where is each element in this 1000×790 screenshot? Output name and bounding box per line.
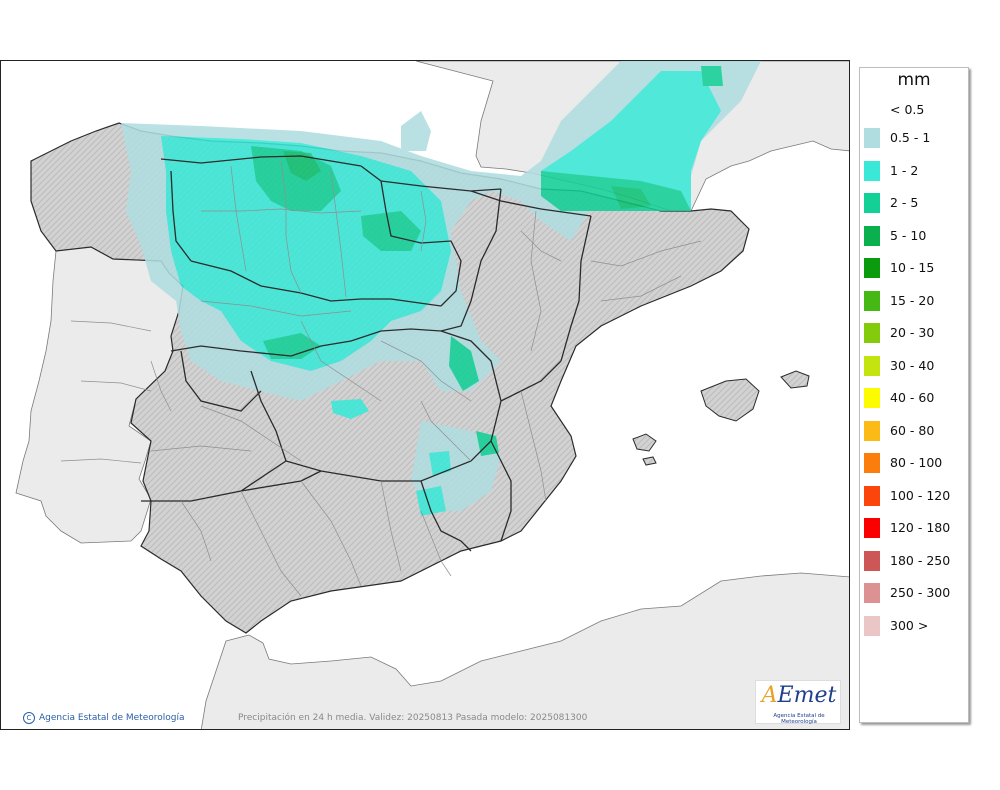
precip-area-1-2-c [331, 399, 369, 419]
aemet-logo-emet: Emet [777, 683, 837, 708]
legend-item: 300 > [864, 615, 968, 636]
legend-label: 120 - 180 [890, 520, 951, 535]
legend-swatch [864, 290, 880, 311]
legend-label: 20 - 30 [890, 325, 935, 340]
precip-area-5-10 [283, 151, 321, 181]
legend-item: 1 - 2 [864, 160, 968, 181]
aemet-logo-a: A [761, 683, 778, 708]
legend-label: 300 > [890, 617, 929, 633]
legend-item: 40 - 60 [864, 388, 968, 408]
legend-swatch [864, 420, 880, 441]
precip-area-2-5-b [361, 211, 421, 251]
legend-item: 250 - 300 [864, 583, 968, 603]
legend-label: 40 - 60 [890, 390, 935, 405]
copyright-icon: C [23, 712, 35, 724]
legend-swatch [864, 388, 880, 408]
legend-item: 15 - 20 [864, 290, 968, 311]
precipitation-overlay [121, 61, 761, 516]
legend-swatch [864, 615, 880, 636]
precipitation-legend: mm < 0.5 0.5 - 1 1 - 2 2 - 5 5 - 10 10 - 15 1… [859, 67, 969, 723]
legend-item: 2 - 5 [864, 193, 968, 213]
legend-swatch [864, 193, 880, 213]
precip-area-2-5-c [541, 171, 691, 211]
legend-item: 5 - 10 [864, 225, 968, 246]
formentera-island [642, 456, 657, 466]
precip-area-2-5 [251, 146, 341, 211]
legend-swatch [864, 225, 880, 246]
aemet-logo: AEmet Agencia Estatal de Meteorología [755, 680, 842, 725]
precip-area-2-5-e [263, 333, 321, 359]
legend-label: 15 - 20 [890, 292, 935, 308]
legend-item: 10 - 15 [864, 258, 968, 278]
precip-area-2-5-d [701, 66, 723, 86]
precip-area-1-2 [161, 136, 451, 371]
agency-credit: C Agencia Estatal de Meteorología [23, 712, 185, 724]
agency-credit-text: Agencia Estatal de Meteorología [39, 713, 185, 723]
legend-unit: mm [897, 70, 931, 90]
precip-area-1-2-e [416, 486, 446, 516]
legend-item: 30 - 40 [864, 355, 968, 376]
africa-land [200, 572, 849, 729]
precip-area-light-2 [401, 111, 431, 151]
legend-swatch [864, 323, 880, 343]
legend-label: 0.5 - 1 [890, 130, 931, 145]
legend-label: 80 - 100 [890, 455, 943, 470]
legend-item: 180 - 250 [864, 550, 968, 571]
map-caption: Precipitación en 24 h media. Validez: 20… [238, 713, 588, 723]
legend-item: 100 - 120 [864, 485, 968, 506]
mallorca-island [700, 378, 760, 422]
legend-swatch [864, 355, 880, 376]
legend-swatch [864, 128, 880, 148]
menorca-island [780, 370, 810, 389]
legend-label: 60 - 80 [890, 422, 935, 438]
legend-lowest-label: < 0.5 [890, 102, 925, 117]
precip-area-2-5-f [449, 336, 479, 391]
legend-swatch [864, 518, 880, 538]
legend-label: 30 - 40 [890, 357, 935, 373]
legend-swatch [864, 258, 880, 278]
legend-label: 5 - 10 [890, 227, 927, 243]
precipitation-map[interactable] [1, 61, 850, 730]
map-panel: C Agencia Estatal de Meteorología Precip… [0, 60, 850, 730]
legend-item: 20 - 30 [864, 323, 968, 343]
legend-swatch [864, 583, 880, 603]
legend-swatch [864, 485, 880, 506]
legend-label: 180 - 250 [890, 552, 951, 568]
precip-area-1-2-d [429, 451, 451, 476]
legend-label: 2 - 5 [890, 195, 919, 210]
legend-swatch [864, 160, 880, 181]
ibiza-island [632, 433, 657, 452]
legend-item: 120 - 180 [864, 518, 968, 538]
legend-swatch [864, 453, 880, 473]
legend-swatch [864, 550, 880, 571]
legend-item: 60 - 80 [864, 420, 968, 441]
legend-label: 250 - 300 [890, 585, 951, 600]
province-borders [60, 160, 702, 597]
precip-area-5-10-b [611, 186, 651, 209]
aemet-logo-mark: AEmet [756, 683, 842, 708]
legend-label: 100 - 120 [890, 487, 951, 503]
legend-item: 80 - 100 [864, 453, 968, 473]
legend-item: 0.5 - 1 [864, 128, 968, 148]
aemet-logo-subtitle: Agencia Estatal de Meteorología [773, 713, 825, 725]
legend-label: 10 - 15 [890, 260, 935, 275]
legend-label: 1 - 2 [890, 162, 919, 178]
